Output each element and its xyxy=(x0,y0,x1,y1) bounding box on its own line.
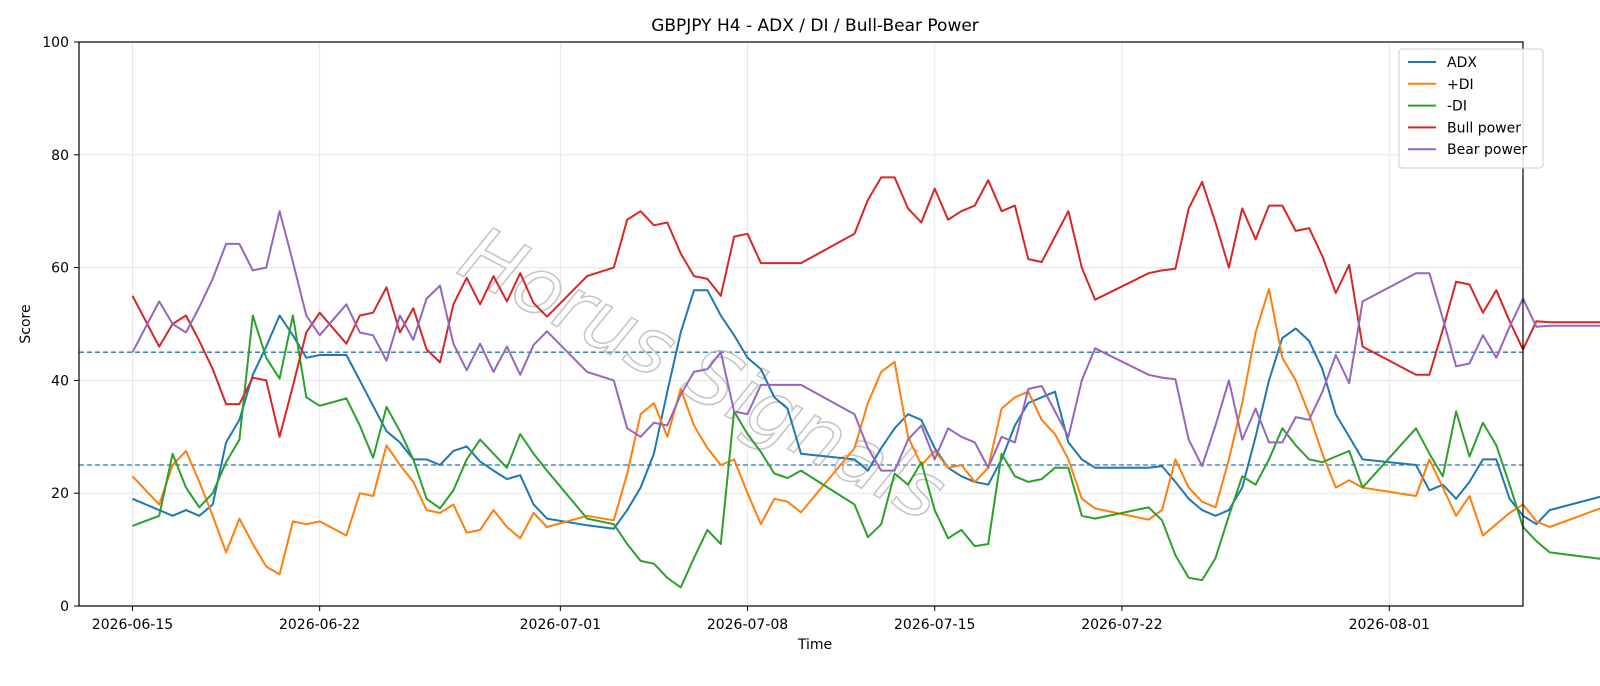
y-tick-label: 0 xyxy=(60,599,69,615)
x-tick-label: 2026-07-15 xyxy=(894,617,975,633)
x-tick-label: 2026-08-01 xyxy=(1349,617,1430,633)
y-tick-label: 20 xyxy=(51,486,69,502)
series-line xyxy=(131,288,1600,576)
legend-label: +DI xyxy=(1447,77,1474,93)
x-axis-title: Time xyxy=(797,637,832,653)
y-tick-label: 80 xyxy=(51,148,69,164)
legend-label: -DI xyxy=(1447,99,1467,115)
series-layer xyxy=(131,176,1600,589)
y-axis-title: Score xyxy=(18,304,34,343)
legend-label: Bear power xyxy=(1447,142,1528,158)
x-tick-label: 2026-07-01 xyxy=(520,617,601,633)
x-axis: 2026-06-15 2026-06-22 2026-07-01 2026-07-08… xyxy=(92,606,1430,633)
plot-frame xyxy=(78,41,1524,607)
y-tick-label: 60 xyxy=(51,261,69,277)
legend: ADX +DI -DI Bull power Bear power xyxy=(1398,48,1544,169)
chart-title: GBPJPY H4 - ADX / DI / Bull-Bear Power xyxy=(651,16,979,36)
y-tick-label: 100 xyxy=(42,35,69,51)
reference-lines xyxy=(79,351,1523,466)
y-axis: 0 20 40 60 80 100 xyxy=(42,35,79,615)
legend-box xyxy=(1398,48,1544,169)
legend-label: Bull power xyxy=(1447,120,1521,136)
x-tick-label: 2026-07-22 xyxy=(1081,617,1162,633)
y-tick-label: 40 xyxy=(51,373,69,389)
series-line xyxy=(132,314,1600,589)
x-tick-label: 2026-07-08 xyxy=(707,617,788,633)
x-tick-label: 2026-06-22 xyxy=(279,617,360,633)
x-tick-label: 2026-06-15 xyxy=(92,617,173,633)
legend-label: ADX xyxy=(1447,55,1477,71)
series-line xyxy=(131,210,1600,472)
